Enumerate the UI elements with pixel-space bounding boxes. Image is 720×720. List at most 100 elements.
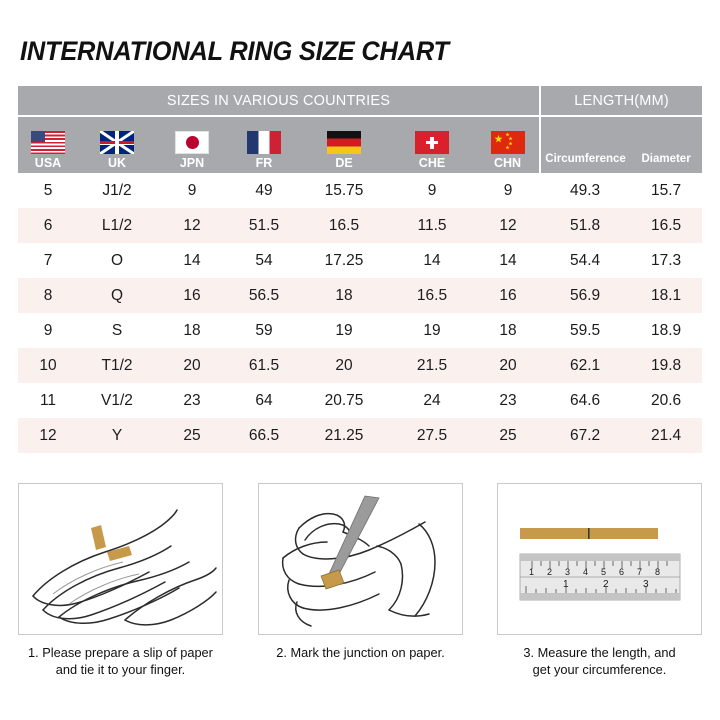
instruction-step-3: 1 2 3 4 5 6 7 8 1 2 3 3. Measure the length, an… — [497, 483, 702, 678]
flag-japan-icon — [175, 131, 209, 154]
cell-diameter: 20.6 — [630, 383, 703, 418]
table-row: 7 O 14 54 17.25 14 14 54.4 17.3 — [18, 243, 703, 278]
ring-size-table: SIZES IN VARIOUS COUNTRIES LENGTH(MM) US… — [18, 86, 703, 453]
page-title: INTERNATIONAL RING SIZE CHART — [20, 36, 449, 66]
group-header-length: LENGTH(MM) — [540, 86, 703, 116]
group-header-sizes: SIZES IN VARIOUS COUNTRIES — [18, 86, 542, 116]
cell-jpn: 23 — [156, 383, 228, 418]
column-label-uk: UK — [107, 156, 127, 170]
column-label-jpn: JPN — [179, 156, 205, 170]
caption-step-1: 1. Please prepare a slip of paper and ti… — [21, 644, 220, 678]
cell-fr: 61.5 — [228, 348, 300, 383]
caption-step-3: 3. Measure the length, and get your circ… — [500, 644, 699, 678]
cell-diameter: 16.5 — [630, 208, 703, 243]
svg-text:3: 3 — [643, 579, 649, 590]
cell-chn: 23 — [476, 383, 541, 418]
cell-circumference: 51.8 — [540, 208, 631, 243]
cell-circumference: 62.1 — [540, 348, 631, 383]
flag-france-icon — [247, 131, 281, 154]
column-label-fr: FR — [255, 156, 273, 170]
column-label-diameter: Diameter — [641, 153, 691, 165]
cell-fr: 49 — [228, 173, 300, 208]
caption-line-2: get your circumference. — [532, 662, 667, 677]
cell-usa: 5 — [18, 173, 78, 208]
cell-circumference: 59.5 — [540, 313, 631, 348]
svg-text:6: 6 — [619, 567, 624, 577]
svg-text:2: 2 — [547, 567, 552, 577]
cell-jpn: 12 — [156, 208, 228, 243]
instruction-step-2: 2. Mark the junction on paper. — [257, 483, 463, 678]
cell-usa: 7 — [18, 243, 78, 278]
cell-che: 11.5 — [388, 208, 476, 243]
flag-uk-icon — [100, 131, 134, 154]
cell-uk: Q — [78, 278, 156, 313]
illustration-hand-with-paper — [18, 483, 223, 635]
svg-text:7: 7 — [637, 567, 642, 577]
cell-fr: 64 — [228, 383, 300, 418]
column-header-circumference: Circumference — [539, 115, 631, 173]
cell-de: 18 — [300, 278, 388, 313]
illustration-marking-paper — [257, 483, 463, 635]
column-header-che: CHE — [388, 115, 476, 173]
table-body: 5 J1/2 9 49 15.75 9 9 49.3 15.7 6 L1/2 12 51.5 16.5 11… — [18, 173, 703, 453]
cell-che: 24 — [388, 383, 476, 418]
cell-uk: Y — [78, 418, 156, 453]
table-row: 11 V1/2 23 64 20.75 24 23 64.6 20.6 — [18, 383, 703, 418]
table-row: 6 L1/2 12 51.5 16.5 11.5 12 51.8 16.5 — [18, 208, 703, 243]
cell-fr: 54 — [228, 243, 300, 278]
cell-chn: 9 — [476, 173, 541, 208]
cell-diameter: 18.9 — [630, 313, 703, 348]
cell-che: 19 — [388, 313, 476, 348]
cell-usa: 9 — [18, 313, 78, 348]
cell-che: 14 — [388, 243, 476, 278]
cell-jpn: 20 — [156, 348, 228, 383]
cell-fr: 66.5 — [228, 418, 300, 453]
table-row: 8 Q 16 56.5 18 16.5 16 56.9 18.1 — [18, 278, 703, 313]
ruler-strip-svg: 1 2 3 4 5 6 7 8 1 2 3 — [519, 528, 681, 601]
cell-usa: 11 — [18, 383, 78, 418]
table-header: SIZES IN VARIOUS COUNTRIES LENGTH(MM) US… — [18, 86, 703, 173]
column-header-chn: ★ ★ ★ ★ ★ CHN — [476, 115, 541, 173]
column-label-circumference: Circumference — [545, 153, 626, 165]
cell-diameter: 18.1 — [630, 278, 703, 313]
cell-usa: 6 — [18, 208, 78, 243]
cell-chn: 14 — [476, 243, 541, 278]
cell-chn: 12 — [476, 208, 541, 243]
column-label-usa: USA — [34, 156, 62, 170]
cell-jpn: 14 — [156, 243, 228, 278]
column-header-uk: UK — [78, 115, 156, 173]
svg-text:1: 1 — [563, 579, 569, 590]
cell-fr: 51.5 — [228, 208, 300, 243]
cell-uk: J1/2 — [78, 173, 156, 208]
cell-uk: O — [78, 243, 156, 278]
cell-uk: S — [78, 313, 156, 348]
hand-pen-mark-svg — [281, 495, 436, 627]
cell-fr: 56.5 — [228, 278, 300, 313]
cell-de: 17.25 — [300, 243, 388, 278]
caption-line-1: 1. Please prepare a slip of paper — [28, 645, 213, 660]
column-label-chn: CHN — [493, 156, 522, 170]
svg-text:1: 1 — [529, 567, 534, 577]
table-row: 5 J1/2 9 49 15.75 9 9 49.3 15.7 — [18, 173, 703, 208]
table-row: 12 Y 25 66.5 21.25 27.5 25 67.2 21.4 — [18, 418, 703, 453]
cell-circumference: 54.4 — [540, 243, 631, 278]
cell-diameter: 21.4 — [630, 418, 703, 453]
cell-che: 16.5 — [388, 278, 476, 313]
caption-line-1: 2. Mark the junction on paper. — [275, 645, 445, 660]
cell-de: 21.25 — [300, 418, 388, 453]
cell-diameter: 15.7 — [630, 173, 703, 208]
svg-text:5: 5 — [601, 567, 606, 577]
flag-china-icon: ★ ★ ★ ★ ★ — [490, 131, 525, 154]
column-header-jpn: JPN — [156, 115, 228, 173]
flag-switzerland-icon — [415, 131, 449, 154]
country-header-row: USA UK — [18, 115, 703, 173]
cell-chn: 16 — [476, 278, 541, 313]
column-header-de: DE — [300, 115, 388, 173]
cell-jpn: 16 — [156, 278, 228, 313]
table-row: 10 T1/2 20 61.5 20 21.5 20 62.1 19.8 — [18, 348, 703, 383]
cell-chn: 25 — [476, 418, 541, 453]
cell-uk: V1/2 — [78, 383, 156, 418]
cell-de: 19 — [300, 313, 388, 348]
cell-de: 20 — [300, 348, 388, 383]
